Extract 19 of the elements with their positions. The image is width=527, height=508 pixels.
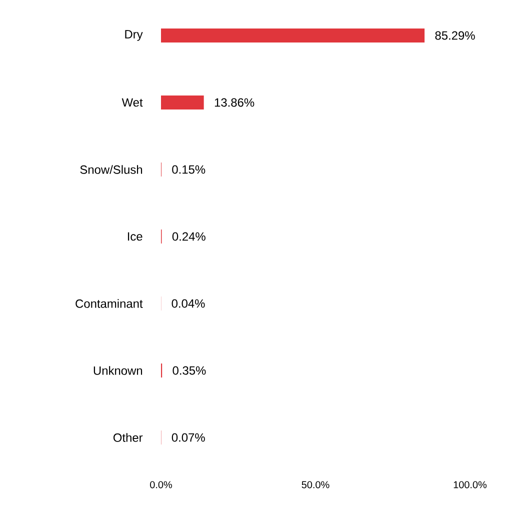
- bar: [161, 28, 425, 43]
- data-label: 0.24%: [172, 232, 206, 241]
- y-tick-label: Contaminant: [76, 299, 143, 308]
- data-label: 0.35%: [172, 366, 206, 375]
- y-tick-label: Other: [113, 433, 143, 442]
- data-label: 13.86%: [214, 98, 254, 107]
- y-tick-label: Snow/Slush: [80, 165, 142, 174]
- data-label: 85.29%: [435, 31, 475, 40]
- x-tick-label: 0.0%: [150, 481, 172, 488]
- data-label: 0.04%: [172, 299, 205, 308]
- bar: [161, 96, 204, 110]
- y-tick-label: Ice: [128, 232, 142, 241]
- y-tick-label: Dry: [125, 30, 143, 41]
- y-tick-label: Wet: [122, 98, 143, 107]
- data-label: 0.15%: [172, 165, 206, 174]
- x-tick-label: 100.0%: [454, 481, 487, 488]
- data-label: 0.07%: [172, 433, 205, 442]
- x-tick-label: 50.0%: [302, 481, 330, 488]
- y-tick-label: Unknown: [94, 366, 142, 375]
